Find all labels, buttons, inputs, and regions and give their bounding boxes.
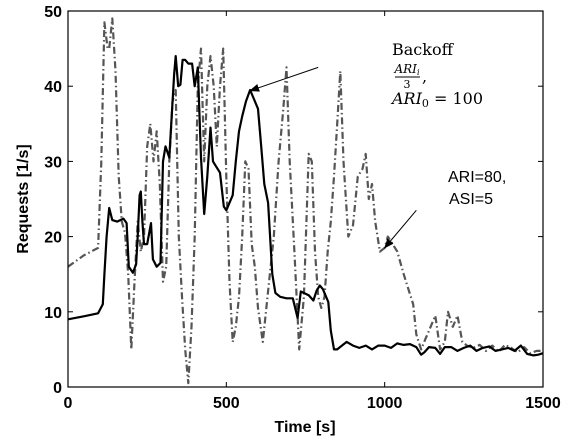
- y-tick-label: 10: [44, 305, 62, 322]
- x-tick-label: 0: [64, 395, 73, 412]
- tick-layer: [67, 10, 544, 388]
- annotation-backoff-arrow: [249, 66, 319, 92]
- annotation-backoff-numerator: ARIi: [393, 62, 419, 77]
- x-tick-label: 1500: [525, 395, 561, 412]
- y-tick-label: 20: [44, 230, 62, 247]
- annotation-backoff-denominator: 3: [404, 78, 411, 91]
- x-axis-label: Time [s]: [274, 419, 335, 436]
- y-axis-label: Requests [1/s]: [15, 144, 32, 253]
- plot-frame: [67, 10, 544, 388]
- series-solid-line: [67, 54, 544, 357]
- x-tick-label: 1000: [367, 395, 403, 412]
- annotation-ari-line1: ARI=80,: [448, 169, 506, 186]
- annotation-backoff-line1: Backoff: [392, 40, 455, 59]
- series-dash-dot-line: [67, 17, 543, 385]
- y-tick-label: 0: [53, 380, 62, 397]
- y-tick-label: 50: [44, 4, 62, 21]
- plot-area: [68, 11, 543, 387]
- annotation-ari-arrow: [384, 209, 417, 249]
- series-layer: [67, 17, 544, 385]
- annotation-backoff-line3: ARI0 = 100: [390, 89, 483, 110]
- tick-label-layer: 0 500 1000 1500 0 10 20 30 40 50: [44, 4, 561, 412]
- y-tick-label: 40: [44, 79, 62, 96]
- annotation-ari-line2: ASI=5: [449, 191, 493, 208]
- annotation-ari: ARI=80, ASI=5: [384, 169, 506, 249]
- x-tick-label: 500: [213, 395, 240, 412]
- annotation-backoff-comma: ,: [422, 67, 427, 86]
- y-tick-label: 30: [44, 154, 62, 171]
- annotation-backoff: Backoff ARIi 3 , ARI0 = 100: [249, 40, 483, 110]
